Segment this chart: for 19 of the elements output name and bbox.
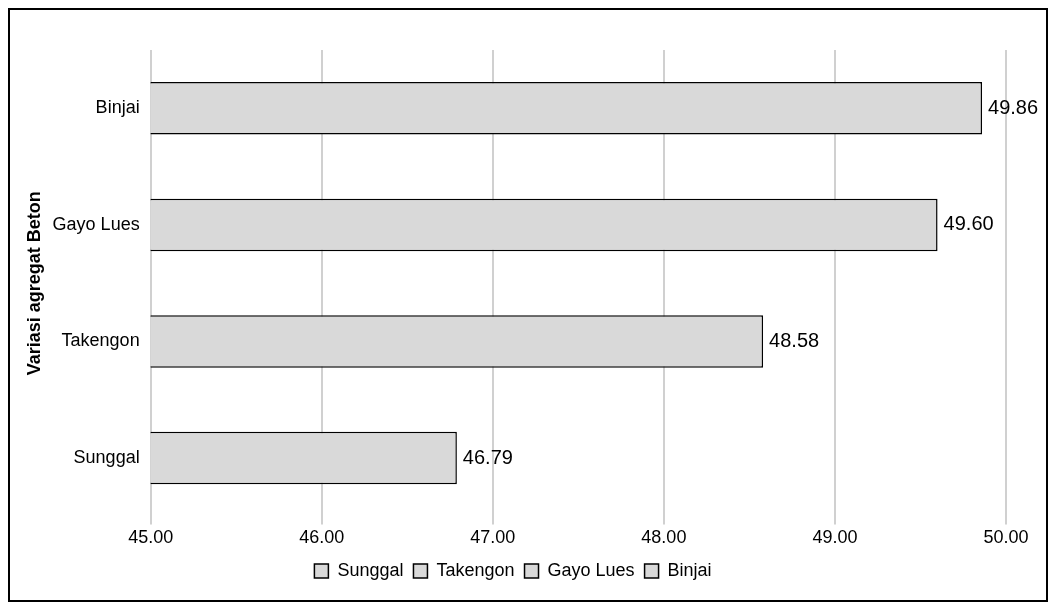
x-tick-label: 50.00 — [983, 527, 1029, 548]
x-tick-label: 48.00 — [641, 527, 687, 548]
legend-label: Binjai — [667, 559, 712, 580]
legend-label: Sunggal — [337, 559, 404, 580]
data-label: 49.86 — [988, 95, 1039, 118]
x-tick-label: 45.00 — [128, 527, 174, 548]
y-tick-label: Gayo Lues — [52, 213, 140, 234]
data-label: 49.60 — [943, 212, 994, 235]
legend-label: Gayo Lues — [547, 559, 635, 580]
y-tick-label: Sunggal — [73, 447, 140, 468]
y-tick-label: Takengon — [61, 330, 140, 351]
data-label: 48.58 — [769, 329, 820, 352]
x-tick-label: 47.00 — [470, 527, 516, 548]
data-label: 46.79 — [462, 445, 513, 468]
x-tick-label: 46.00 — [299, 527, 345, 548]
y-tick-label: Binjai — [95, 97, 140, 118]
legend-label: Takengon — [436, 559, 515, 580]
y-axis-title: Variasi agregat Beton — [23, 191, 44, 376]
x-tick-label: 49.00 — [812, 527, 858, 548]
